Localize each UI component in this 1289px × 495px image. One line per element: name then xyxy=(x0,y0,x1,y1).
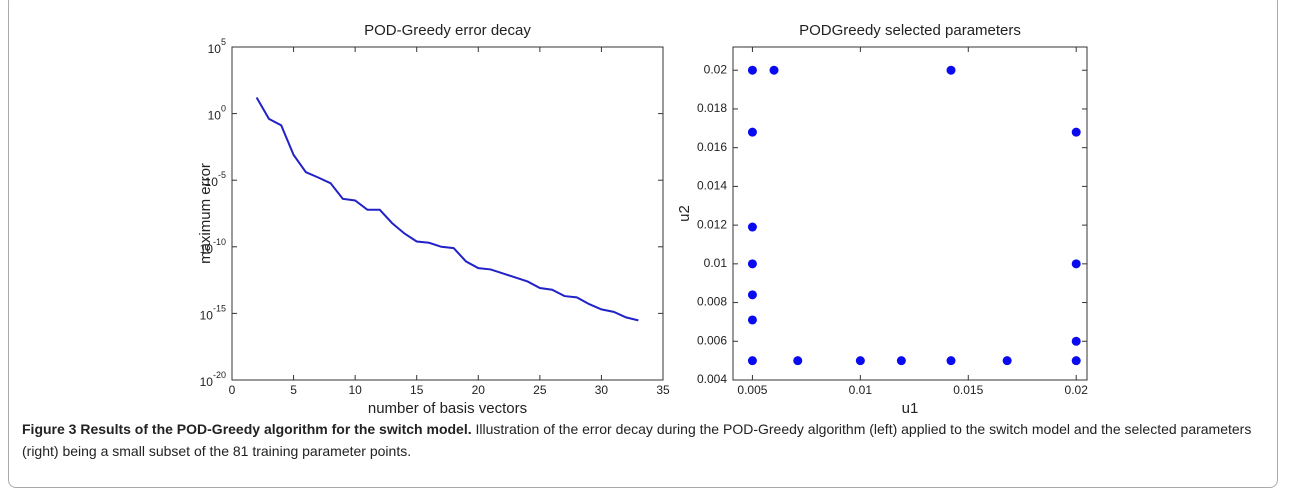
caption-text: Illustration of the error decay during t… xyxy=(22,421,1252,459)
data-point xyxy=(1071,259,1081,269)
tick-label: 30 xyxy=(595,383,609,397)
data-point xyxy=(747,65,757,75)
data-point xyxy=(747,290,757,300)
tick-base: 10 xyxy=(205,175,219,189)
tick-label: 10-5 xyxy=(205,171,226,190)
tick-label: 0.015 xyxy=(953,383,983,397)
plot-area xyxy=(732,46,1088,381)
tick-base: 10 xyxy=(208,42,222,56)
tick-label: 10 xyxy=(348,383,362,397)
tick-label: 10-20 xyxy=(200,370,226,389)
tick-base: 10 xyxy=(208,109,222,123)
chart-title: PODGreedy selected parameters xyxy=(799,22,1021,39)
chart-title: POD-Greedy error decay xyxy=(364,22,531,39)
x-axis-label: u1 xyxy=(902,400,919,417)
caption-label: Figure 3 Results of the POD-Greedy algor… xyxy=(22,421,472,437)
tick-label: 0 xyxy=(229,383,236,397)
data-point xyxy=(747,315,757,325)
data-point xyxy=(855,356,865,366)
data-point xyxy=(946,65,956,75)
tick-exponent: 5 xyxy=(221,37,226,47)
tick-label: 0.005 xyxy=(737,383,767,397)
tick-label: 0.016 xyxy=(697,140,727,154)
tick-label: 10-10 xyxy=(200,237,226,256)
tick-exponent: 0 xyxy=(221,104,226,114)
data-point xyxy=(1002,356,1012,366)
data-point xyxy=(1071,356,1081,366)
data-point xyxy=(1071,336,1081,346)
tick-label: 0.01 xyxy=(849,383,873,397)
data-point xyxy=(946,356,956,366)
tick-exponent: -10 xyxy=(213,237,226,247)
caption: Figure 3 Results of the POD-Greedy algor… xyxy=(22,418,1252,462)
data-point xyxy=(769,65,779,75)
figure: POD-Greedy error decay number of basis ve… xyxy=(197,22,1089,417)
data-point xyxy=(896,356,906,366)
tick-label: 0.014 xyxy=(697,179,727,193)
data-point xyxy=(747,356,757,366)
data-point xyxy=(793,356,803,366)
tick-label: 0.012 xyxy=(697,217,727,231)
tick-label: 35 xyxy=(656,383,670,397)
tick-label: 5 xyxy=(290,383,297,397)
data-point xyxy=(747,127,757,137)
tick-base: 10 xyxy=(200,242,214,256)
y-axis-label: u2 xyxy=(676,205,693,222)
tick-label: 0.02 xyxy=(704,62,728,76)
data-point xyxy=(747,222,757,232)
data-point xyxy=(747,259,757,269)
tick-exponent: -20 xyxy=(213,370,226,380)
tick-label: 0.018 xyxy=(697,101,727,115)
tick-label: 0.004 xyxy=(697,372,727,386)
tick-label: 105 xyxy=(208,37,226,56)
tick-label: 0.006 xyxy=(697,333,727,347)
tick-exponent: -15 xyxy=(213,304,226,314)
data-line xyxy=(255,97,639,322)
tick-exponent: -5 xyxy=(218,171,226,181)
data-point xyxy=(1071,127,1081,137)
y-axis-label: maximum error xyxy=(197,163,214,264)
tick-base: 10 xyxy=(200,309,214,323)
plot-area xyxy=(231,46,664,381)
tick-label: 10-15 xyxy=(200,304,226,323)
tick-label: 15 xyxy=(410,383,424,397)
tick-label: 100 xyxy=(208,104,226,123)
x-axis-label: number of basis vectors xyxy=(368,400,527,417)
tick-base: 10 xyxy=(200,375,214,389)
tick-label: 0.008 xyxy=(697,295,727,309)
tick-label: 20 xyxy=(472,383,486,397)
tick-label: 0.02 xyxy=(1065,383,1089,397)
tick-label: 25 xyxy=(533,383,547,397)
figure-frame xyxy=(8,0,1278,488)
tick-label: 0.01 xyxy=(704,256,728,270)
